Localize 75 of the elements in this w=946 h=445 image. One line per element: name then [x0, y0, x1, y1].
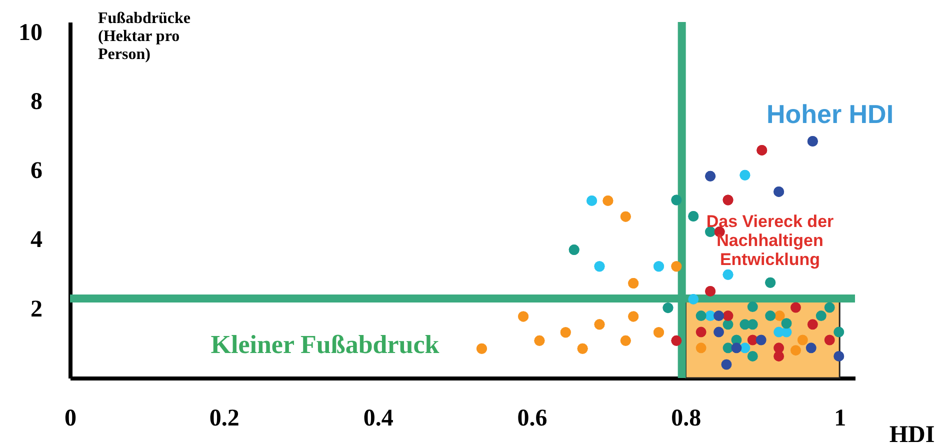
point [747, 350, 758, 362]
point [705, 226, 716, 238]
point [577, 343, 588, 354]
point [824, 334, 835, 346]
point [620, 211, 631, 222]
point [774, 350, 784, 362]
x-axis-title: HDI [889, 422, 935, 445]
point [696, 310, 706, 322]
point [774, 186, 784, 197]
x-tick-label: 1 [834, 406, 846, 432]
point [797, 334, 808, 346]
annotation: Hoher HDI [766, 99, 894, 129]
point [781, 318, 792, 329]
point [594, 261, 605, 272]
point [756, 144, 768, 156]
point [722, 194, 734, 206]
point [790, 302, 801, 313]
x-tick-label: 0.2 [209, 406, 240, 432]
point [594, 319, 605, 330]
x-tick-label: 0.4 [363, 406, 394, 432]
point [696, 326, 706, 338]
point [714, 310, 724, 322]
point [688, 294, 699, 304]
x-tick-label: 0 [64, 406, 76, 432]
y-tick-label: 2 [30, 296, 42, 322]
point [671, 335, 682, 346]
point [476, 343, 487, 354]
point [518, 311, 529, 322]
point [807, 319, 818, 330]
point [602, 195, 614, 206]
point [722, 269, 734, 280]
point [806, 342, 816, 354]
point [654, 327, 664, 338]
point [560, 327, 571, 338]
point [834, 326, 844, 338]
point [628, 311, 639, 322]
point [790, 345, 801, 356]
point [620, 335, 631, 346]
point [747, 319, 758, 330]
point [662, 302, 674, 314]
point [696, 342, 706, 354]
point [774, 310, 785, 322]
point [705, 286, 716, 296]
point [807, 136, 818, 146]
point [671, 261, 682, 272]
point [765, 310, 776, 322]
point [688, 211, 699, 222]
point [586, 195, 598, 206]
y-tick-label: 6 [30, 158, 42, 184]
point [740, 170, 750, 180]
annotation: Kleiner Fußabdruck [210, 330, 440, 359]
point [705, 170, 716, 182]
point [714, 326, 724, 338]
point [756, 334, 766, 346]
point [568, 244, 580, 256]
y-tick-label: 10 [18, 20, 42, 46]
point [834, 350, 844, 362]
point [628, 278, 639, 289]
point [731, 342, 742, 354]
point [765, 277, 776, 288]
annotation: Das Viereck der Nachhaltigen Entwicklung [706, 212, 834, 269]
x-tick-label: 0.6 [517, 406, 548, 432]
point [654, 261, 664, 272]
point [722, 310, 734, 322]
y-axis-title: Fußabdrücke (Hektar pro Person) [98, 10, 190, 63]
point [534, 335, 545, 346]
x-tick-label: 0.8 [671, 406, 702, 432]
point [747, 302, 758, 312]
point [816, 310, 826, 322]
point [721, 359, 732, 370]
y-tick-label: 4 [30, 227, 42, 254]
point [781, 326, 792, 338]
y-tick-label: 8 [30, 88, 42, 115]
point [671, 194, 682, 206]
point [824, 302, 835, 313]
